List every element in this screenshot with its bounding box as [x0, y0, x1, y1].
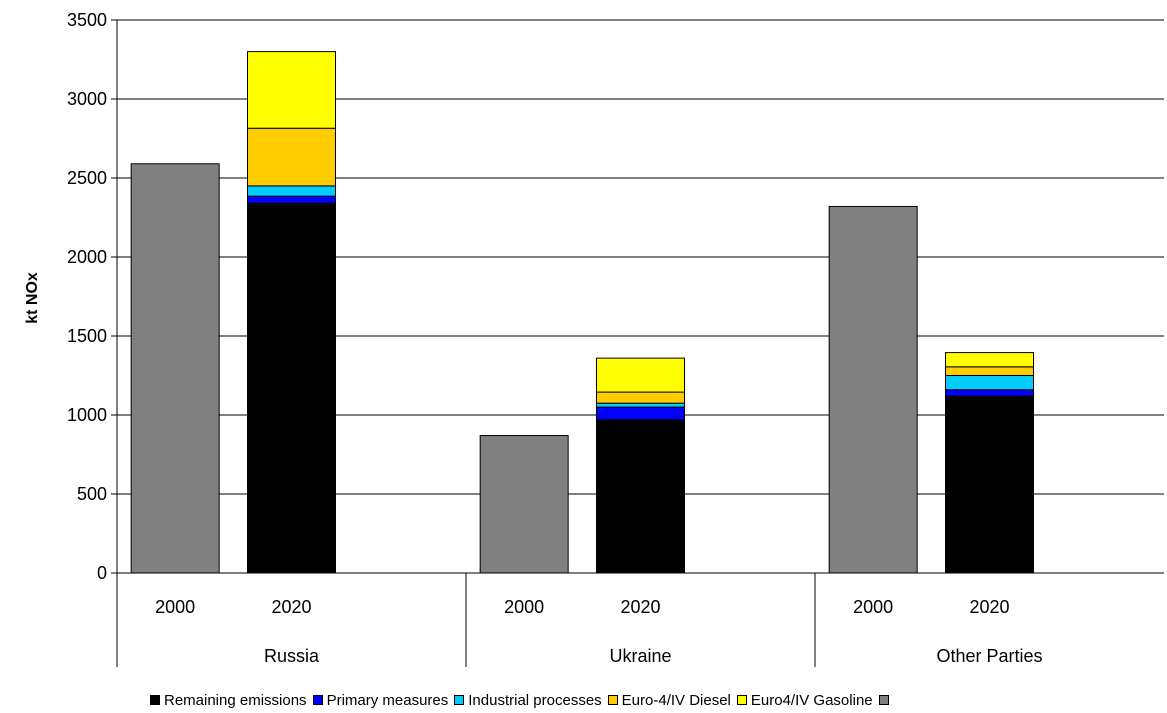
bar-segment: [596, 402, 685, 408]
legend-label: Primary measures: [326, 691, 449, 709]
legend-item: Euro-4/IV Diesel: [607, 691, 731, 709]
y-tick-labels: 0 500 1000 1500 2000 2500 3000 3500: [67, 10, 107, 583]
legend-item: Industrial processes: [454, 691, 602, 709]
y-tick-label: 2000: [67, 247, 107, 267]
bar-segment: [479, 435, 569, 574]
bar-segment: [596, 419, 685, 574]
legend-label: Remaining emissions: [164, 691, 307, 709]
bar-segment: [945, 375, 1034, 391]
axes: [111, 19, 1164, 667]
bar-segment: [247, 195, 336, 204]
y-tick-label: 1500: [67, 326, 107, 346]
y-axis-label: kt NOx: [24, 272, 41, 324]
legend-item: [878, 695, 889, 705]
legend-swatch: [878, 695, 889, 705]
y-tick-label: 0: [97, 563, 107, 583]
group-label: Ukraine: [609, 646, 671, 666]
legend-item: Remaining emissions: [150, 692, 307, 709]
y-tick-label: 3000: [67, 89, 107, 109]
y-tick-label: 500: [77, 484, 107, 504]
x-category-labels: 2000 2020 Russia 2000 2020 Ukraine 2000 2020 Oth…: [155, 597, 1042, 666]
bar-segment: [596, 357, 685, 393]
y-tick-label: 3500: [67, 10, 107, 30]
bar-segment: [945, 389, 1034, 397]
bar-segment: [247, 51, 336, 129]
legend-item: Primary measures: [312, 691, 449, 709]
bar-segment: [945, 352, 1034, 368]
legend-swatch: [607, 695, 618, 705]
bar-segment: [945, 395, 1034, 574]
legend-swatch: [312, 695, 323, 705]
bar-segment: [945, 366, 1034, 376]
bar-segment: [247, 185, 336, 197]
group-label: Russia: [264, 646, 320, 666]
x-category-label: 2020: [620, 597, 660, 617]
x-category-label: 2020: [969, 597, 1009, 617]
bar-segment: [828, 205, 918, 574]
group-label: Other Parties: [936, 646, 1042, 666]
bar-segment: [247, 127, 336, 187]
legend-swatch: [454, 695, 465, 705]
legend-label: Industrial processes: [468, 691, 602, 709]
legend: Remaining emissions Primary measures Indus…: [150, 690, 889, 710]
legend-swatch: [150, 695, 160, 705]
x-category-label: 2000: [155, 597, 195, 617]
legend-label: Euro4/IV Gasoline: [750, 691, 873, 709]
x-category-label: 2020: [271, 597, 311, 617]
legend-swatch: [736, 695, 747, 705]
y-tick-label: 2500: [67, 168, 107, 188]
bar-segment: [247, 202, 336, 574]
legend-item: Euro4/IV Gasoline: [736, 691, 873, 709]
legend-label: Euro-4/IV Diesel: [621, 691, 731, 709]
x-category-label: 2000: [504, 597, 544, 617]
bars: [130, 51, 1034, 574]
bar-segment: [596, 391, 685, 404]
x-category-label: 2000: [853, 597, 893, 617]
bar-segment: [596, 406, 685, 421]
bar-segment: [130, 163, 220, 574]
y-tick-label: 1000: [67, 405, 107, 425]
